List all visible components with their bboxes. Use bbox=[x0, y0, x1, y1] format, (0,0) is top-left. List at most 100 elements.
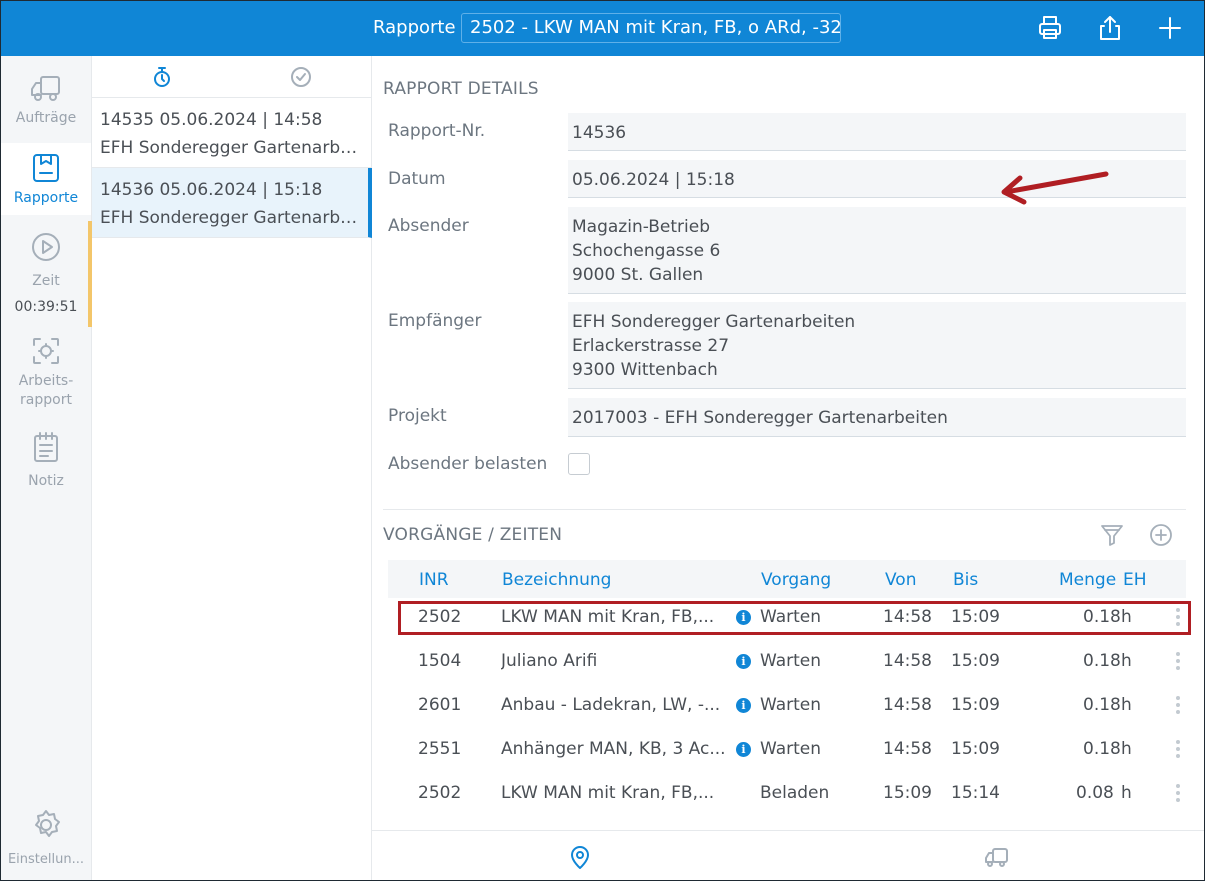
cell-menge: 0.08 bbox=[1076, 783, 1114, 803]
share-icon[interactable] bbox=[1096, 14, 1124, 42]
empfaenger-line: Erlackerstrasse 27 bbox=[572, 336, 730, 356]
cell-eh: h bbox=[1121, 607, 1132, 627]
timer-value: 00:39:51 bbox=[14, 299, 78, 315]
more-icon[interactable] bbox=[1176, 696, 1180, 716]
list-item-subtitle: EFH Sonderegger Gartenarbeiten bbox=[100, 208, 360, 228]
table-row[interactable]: 2502 LKW MAN mit Kran, FB,... i Warten 1… bbox=[388, 596, 1186, 640]
cell-bis: 15:09 bbox=[951, 739, 1000, 759]
sidebar-item-label-2: rapport bbox=[20, 392, 72, 408]
absender-line: Magazin-Betrieb bbox=[572, 217, 710, 237]
sidebar-item-settings[interactable]: Einstellun... bbox=[1, 808, 91, 874]
info-icon[interactable]: i bbox=[736, 610, 751, 625]
vehicle-select[interactable]: 2502 - LKW MAN mit Kran, FB, o ARd, -32 … bbox=[461, 13, 841, 43]
sidebar-item-label: Arbeits- bbox=[18, 373, 74, 389]
table-header: INR Bezeichnung Vorgang Von Bis Menge EH bbox=[388, 560, 1186, 598]
sidebar-item-zeit[interactable]: Zeit 00:39:51 bbox=[1, 230, 91, 322]
plus-icon[interactable] bbox=[1156, 14, 1184, 42]
cell-bis: 15:09 bbox=[951, 695, 1000, 715]
col-von[interactable]: Von bbox=[885, 570, 917, 590]
list-item-subtitle: EFH Sonderegger Gartenarbeiten bbox=[100, 138, 364, 158]
sidebar-item-label: Zeit bbox=[32, 273, 60, 289]
sidebar-item-rapporte[interactable]: Rapporte bbox=[1, 143, 91, 215]
more-icon[interactable] bbox=[1176, 784, 1180, 804]
cell-menge: 0.18 bbox=[1083, 607, 1121, 627]
sidebar-item-arbeitsrapport[interactable]: Arbeits- rapport bbox=[1, 334, 91, 418]
info-icon[interactable]: i bbox=[736, 698, 751, 713]
info-icon[interactable]: i bbox=[736, 742, 751, 757]
sidebar: Aufträge Rapporte Zeit 00:39:51 Arbeits-… bbox=[1, 56, 92, 880]
empfaenger-field[interactable]: EFH Sonderegger Gartenarbeiten Erlackers… bbox=[568, 302, 1186, 389]
list-item[interactable]: 14535 05.06.2024 | 14:58 EFH Sonderegger… bbox=[92, 98, 372, 168]
sidebar-item-auftraege[interactable]: Aufträge bbox=[1, 71, 91, 141]
cell-bezeichnung: LKW MAN mit Kran, FB,... bbox=[501, 783, 715, 803]
rapport-nr-field[interactable]: 14536 bbox=[568, 113, 1186, 151]
col-vorgang[interactable]: Vorgang bbox=[761, 570, 832, 590]
empfaenger-line: 9300 Wittenbach bbox=[572, 360, 718, 380]
cell-eh: h bbox=[1121, 739, 1132, 759]
col-inr[interactable]: INR bbox=[419, 570, 449, 590]
stopwatch-icon[interactable] bbox=[151, 66, 173, 88]
list-item-title: 14536 05.06.2024 | 15:18 bbox=[100, 180, 323, 200]
section-title-vorgaenge: VORGÄNGE / ZEITEN bbox=[383, 525, 563, 545]
table-row[interactable]: 2502 LKW MAN mit Kran, FB,... Beladen 15… bbox=[388, 772, 1186, 816]
col-eh[interactable]: EH bbox=[1123, 570, 1147, 590]
location-pin-icon[interactable] bbox=[567, 844, 593, 870]
top-bar: Rapporte 2502 - LKW MAN mit Kran, FB, o … bbox=[1, 1, 1204, 56]
list-item-selected[interactable]: 14536 05.06.2024 | 15:18 EFH Sonderegger… bbox=[92, 168, 372, 238]
cell-bezeichnung: Anhänger MAN, KB, 3 Ac... bbox=[501, 739, 726, 759]
absender-belasten-checkbox[interactable] bbox=[568, 453, 590, 475]
table-row[interactable]: 1504 Juliano Arifi i Warten 14:58 15:09 … bbox=[388, 640, 1186, 684]
sidebar-item-label: Aufträge bbox=[15, 110, 77, 126]
cell-bis: 15:14 bbox=[951, 783, 1000, 803]
cell-eh: h bbox=[1121, 783, 1132, 803]
cell-inr: 1504 bbox=[418, 651, 462, 671]
sidebar-item-label: Einstellun... bbox=[7, 852, 85, 867]
annotation-arrow bbox=[1001, 171, 1109, 205]
col-menge[interactable]: Menge bbox=[1059, 570, 1117, 590]
sidebar-item-notiz[interactable]: Notiz bbox=[1, 430, 91, 496]
cell-bis: 15:09 bbox=[951, 651, 1000, 671]
timer-active-bar bbox=[88, 221, 92, 327]
cell-vorgang: Warten bbox=[760, 695, 822, 715]
cell-menge: 0.18 bbox=[1083, 651, 1121, 671]
page-title: Rapporte bbox=[373, 17, 456, 38]
cell-inr: 2502 bbox=[418, 607, 462, 627]
filter-icon[interactable] bbox=[1099, 522, 1125, 548]
col-bezeichnung[interactable]: Bezeichnung bbox=[502, 570, 612, 590]
more-icon[interactable] bbox=[1176, 652, 1180, 672]
cell-bezeichnung: Anbau - Ladekran, LW, -... bbox=[501, 695, 721, 715]
cell-eh: h bbox=[1121, 651, 1132, 671]
rapport-nr-label: Rapport-Nr. bbox=[388, 121, 486, 141]
projekt-field[interactable]: 2017003 - EFH Sonderegger Gartenarbeiten bbox=[568, 398, 1186, 437]
absender-line: 9000 St. Gallen bbox=[572, 265, 704, 285]
cell-bis: 15:09 bbox=[951, 607, 1000, 627]
truck-icon[interactable] bbox=[984, 844, 1010, 870]
list-header bbox=[92, 56, 372, 98]
cell-von: 14:58 bbox=[883, 607, 932, 627]
more-icon[interactable] bbox=[1176, 740, 1180, 760]
more-icon[interactable] bbox=[1176, 608, 1180, 628]
cell-vorgang: Warten bbox=[760, 607, 822, 627]
truck-icon bbox=[29, 76, 63, 109]
sidebar-item-label: Notiz bbox=[28, 473, 64, 489]
print-icon[interactable] bbox=[1036, 14, 1064, 42]
info-icon[interactable]: i bbox=[736, 654, 751, 669]
work-report-icon bbox=[29, 338, 63, 372]
cell-von: 14:58 bbox=[883, 695, 932, 715]
absender-field[interactable]: Magazin-Betrieb Schochengasse 6 9000 St.… bbox=[568, 207, 1186, 294]
table-row[interactable]: 2601 Anbau - Ladekran, LW, -... i Warten… bbox=[388, 684, 1186, 728]
list-item-title: 14535 05.06.2024 | 14:58 bbox=[100, 110, 323, 130]
cell-inr: 2502 bbox=[418, 783, 462, 803]
check-circle-icon[interactable] bbox=[290, 66, 312, 88]
absender-label: Absender bbox=[388, 216, 469, 236]
table-row[interactable]: 2551 Anhänger MAN, KB, 3 Ac... i Warten … bbox=[388, 728, 1186, 772]
add-circle-icon[interactable] bbox=[1148, 522, 1174, 548]
absender-line: Schochengasse 6 bbox=[572, 241, 721, 261]
cell-von: 14:58 bbox=[883, 651, 932, 671]
cell-menge: 0.18 bbox=[1083, 695, 1121, 715]
projekt-label: Projekt bbox=[388, 406, 447, 426]
cell-vorgang: Warten bbox=[760, 739, 822, 759]
cell-vorgang: Beladen bbox=[760, 783, 830, 803]
col-bis[interactable]: Bis bbox=[953, 570, 979, 590]
